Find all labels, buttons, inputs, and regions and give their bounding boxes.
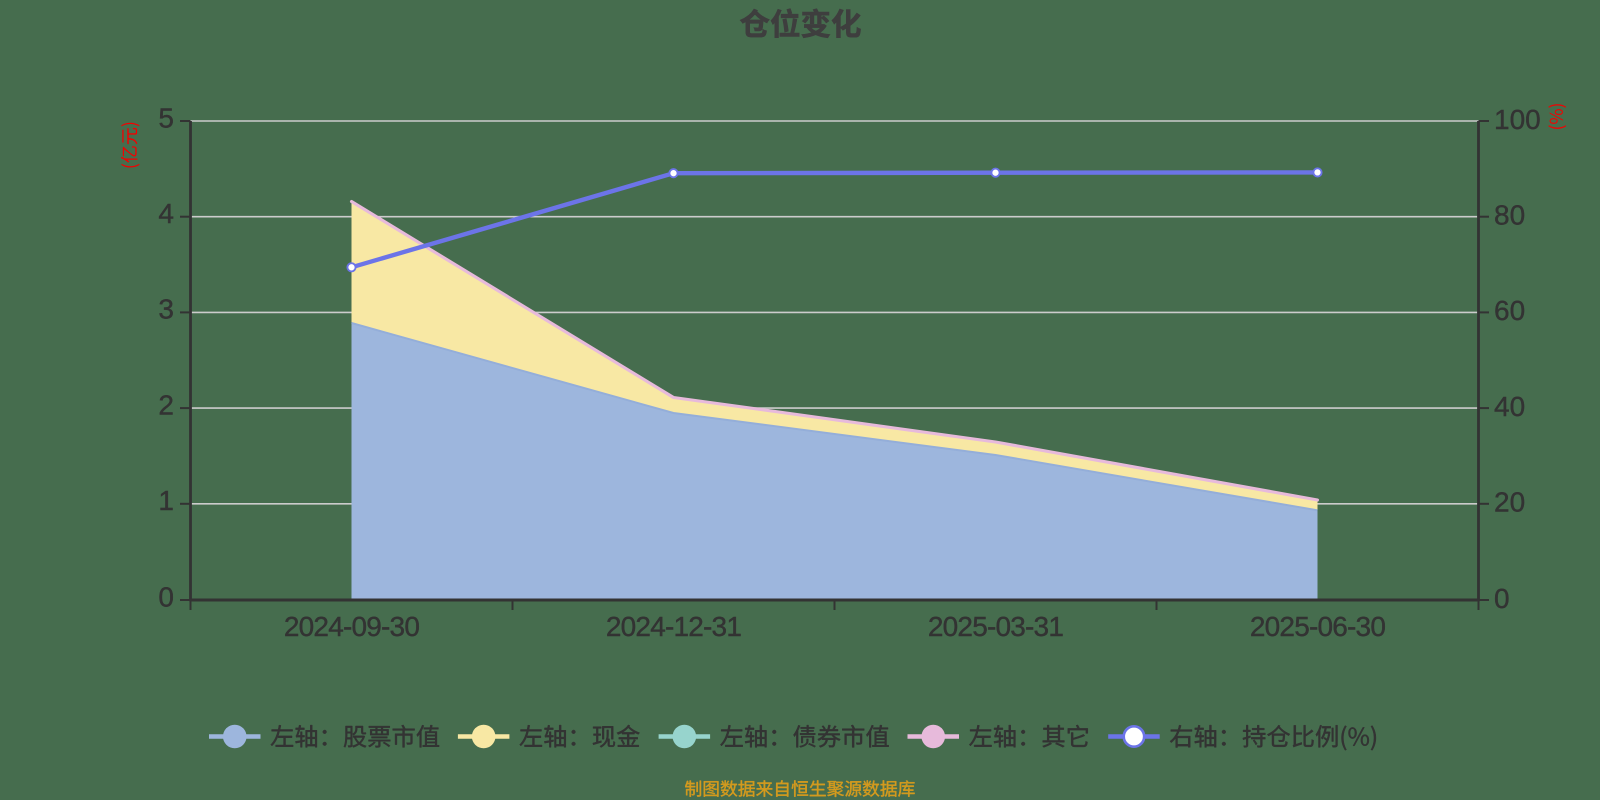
svg-text:2: 2 [158,389,174,420]
svg-text:3: 3 [158,294,174,325]
svg-text:80: 80 [1494,200,1525,231]
svg-text:2025-06-30: 2025-06-30 [1250,611,1385,642]
svg-text:100: 100 [1494,104,1541,135]
svg-text:2025-03-31: 2025-03-31 [928,611,1063,642]
svg-text:5: 5 [158,102,174,133]
svg-text:60: 60 [1494,295,1525,326]
svg-text:1: 1 [158,485,174,516]
svg-text:40: 40 [1494,391,1525,422]
svg-text:20: 20 [1494,487,1525,518]
svg-text:2024-09-30: 2024-09-30 [284,611,419,642]
svg-text:2024-12-31: 2024-12-31 [606,611,741,642]
svg-text:4: 4 [158,198,174,229]
svg-text:0: 0 [158,581,174,612]
svg-text:0: 0 [1494,583,1510,614]
